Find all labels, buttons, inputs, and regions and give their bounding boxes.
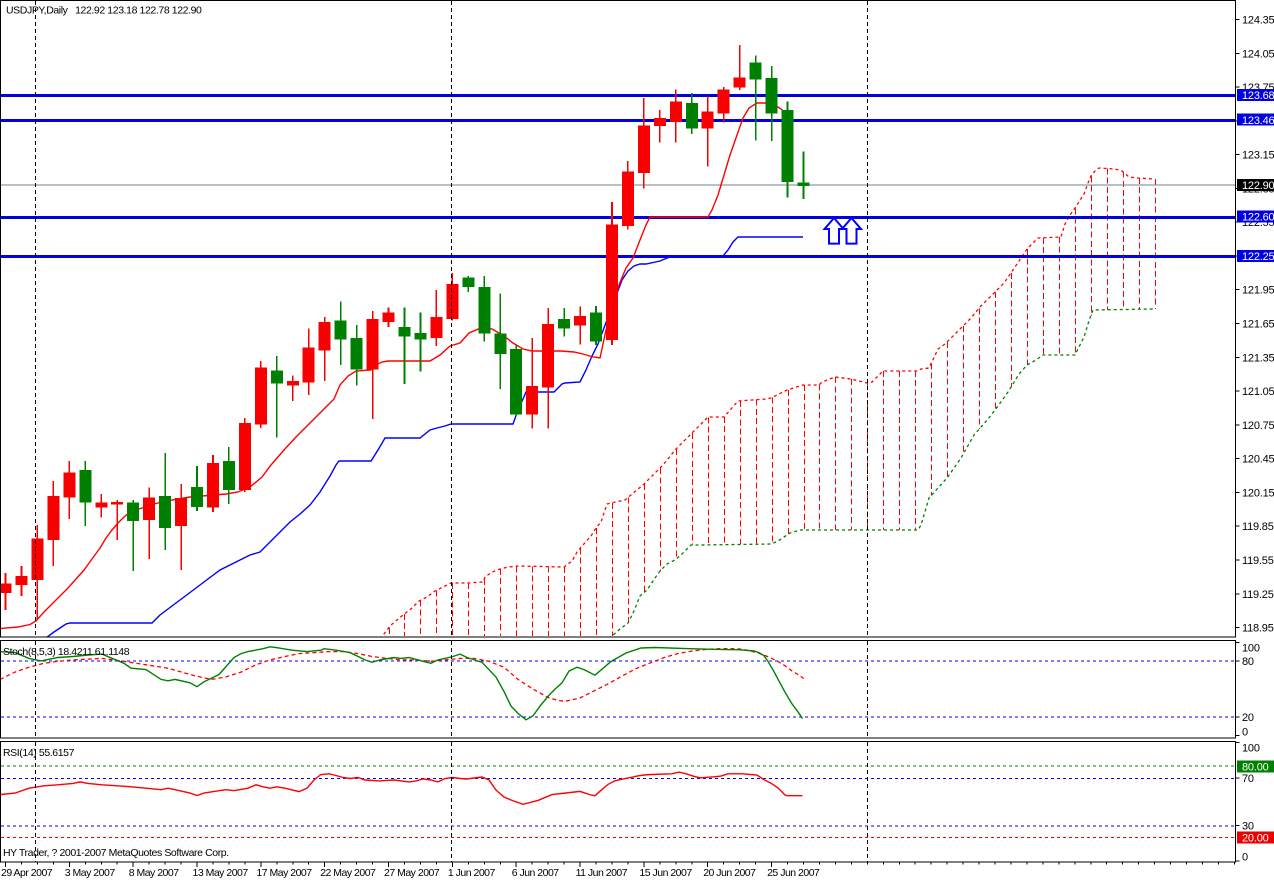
svg-text:123.15: 123.15	[1242, 150, 1274, 162]
svg-text:124.05: 124.05	[1242, 48, 1274, 60]
svg-text:122.90: 122.90	[1242, 180, 1274, 192]
svg-text:120.15: 120.15	[1242, 487, 1274, 499]
svg-text:122.60: 122.60	[1242, 212, 1274, 224]
svg-text:100: 100	[1242, 743, 1260, 755]
svg-text:HY Trader, ? 2001-2007 MetaQuo: HY Trader, ? 2001-2007 MetaQuotes Softwa…	[3, 847, 229, 859]
svg-text:100: 100	[1242, 643, 1260, 655]
svg-text:15 Jun 2007: 15 Jun 2007	[639, 867, 692, 879]
svg-text:1 Jun 2007: 1 Jun 2007	[448, 867, 496, 879]
svg-text:121.05: 121.05	[1242, 386, 1274, 398]
svg-text:120.75: 120.75	[1242, 420, 1274, 432]
svg-text:30: 30	[1242, 821, 1254, 833]
svg-text:17 May 2007: 17 May 2007	[256, 867, 312, 879]
svg-text:70: 70	[1242, 773, 1254, 785]
svg-text:119.55: 119.55	[1242, 555, 1274, 567]
svg-text:121.95: 121.95	[1242, 285, 1274, 297]
svg-text:20 Jun 2007: 20 Jun 2007	[703, 867, 756, 879]
svg-text:3 May 2007: 3 May 2007	[65, 867, 116, 879]
svg-text:123.68: 123.68	[1242, 90, 1274, 102]
svg-text:123.46: 123.46	[1242, 115, 1274, 127]
svg-text:11 Jun 2007: 11 Jun 2007	[576, 867, 628, 879]
svg-text:RSI(14) 55.6157: RSI(14) 55.6157	[3, 747, 75, 759]
svg-text:20: 20	[1242, 712, 1254, 724]
svg-text:121.65: 121.65	[1242, 319, 1274, 331]
svg-text:USDJPY,Daily 122.92 123.18 1: USDJPY,Daily 122.92 123.18 122.78 122.90	[6, 5, 202, 17]
svg-text:29 Apr 2007: 29 Apr 2007	[1, 867, 53, 879]
svg-text:0: 0	[1242, 727, 1248, 739]
svg-text:25 Jun 2007: 25 Jun 2007	[767, 867, 820, 879]
svg-text:122.25: 122.25	[1242, 251, 1274, 263]
svg-text:13 May 2007: 13 May 2007	[193, 867, 249, 879]
svg-text:121.35: 121.35	[1242, 352, 1274, 364]
svg-text:22 May 2007: 22 May 2007	[320, 867, 376, 879]
svg-text:0: 0	[1242, 852, 1248, 864]
svg-text:118.95: 118.95	[1242, 623, 1274, 635]
svg-text:80: 80	[1242, 656, 1254, 668]
svg-text:6 Jun 2007: 6 Jun 2007	[512, 867, 560, 879]
svg-text:8 May 2007: 8 May 2007	[129, 867, 180, 879]
svg-text:20.00: 20.00	[1242, 833, 1269, 845]
svg-text:27 May 2007: 27 May 2007	[384, 867, 440, 879]
svg-text:Stoch(8,5,3) 18.4211 61.1148: Stoch(8,5,3) 18.4211 61.1148	[3, 646, 130, 658]
svg-text:124.35: 124.35	[1242, 15, 1274, 27]
svg-text:120.45: 120.45	[1242, 454, 1274, 466]
svg-text:119.85: 119.85	[1242, 521, 1274, 533]
svg-text:80.00: 80.00	[1242, 762, 1269, 774]
svg-text:119.25: 119.25	[1242, 589, 1274, 601]
